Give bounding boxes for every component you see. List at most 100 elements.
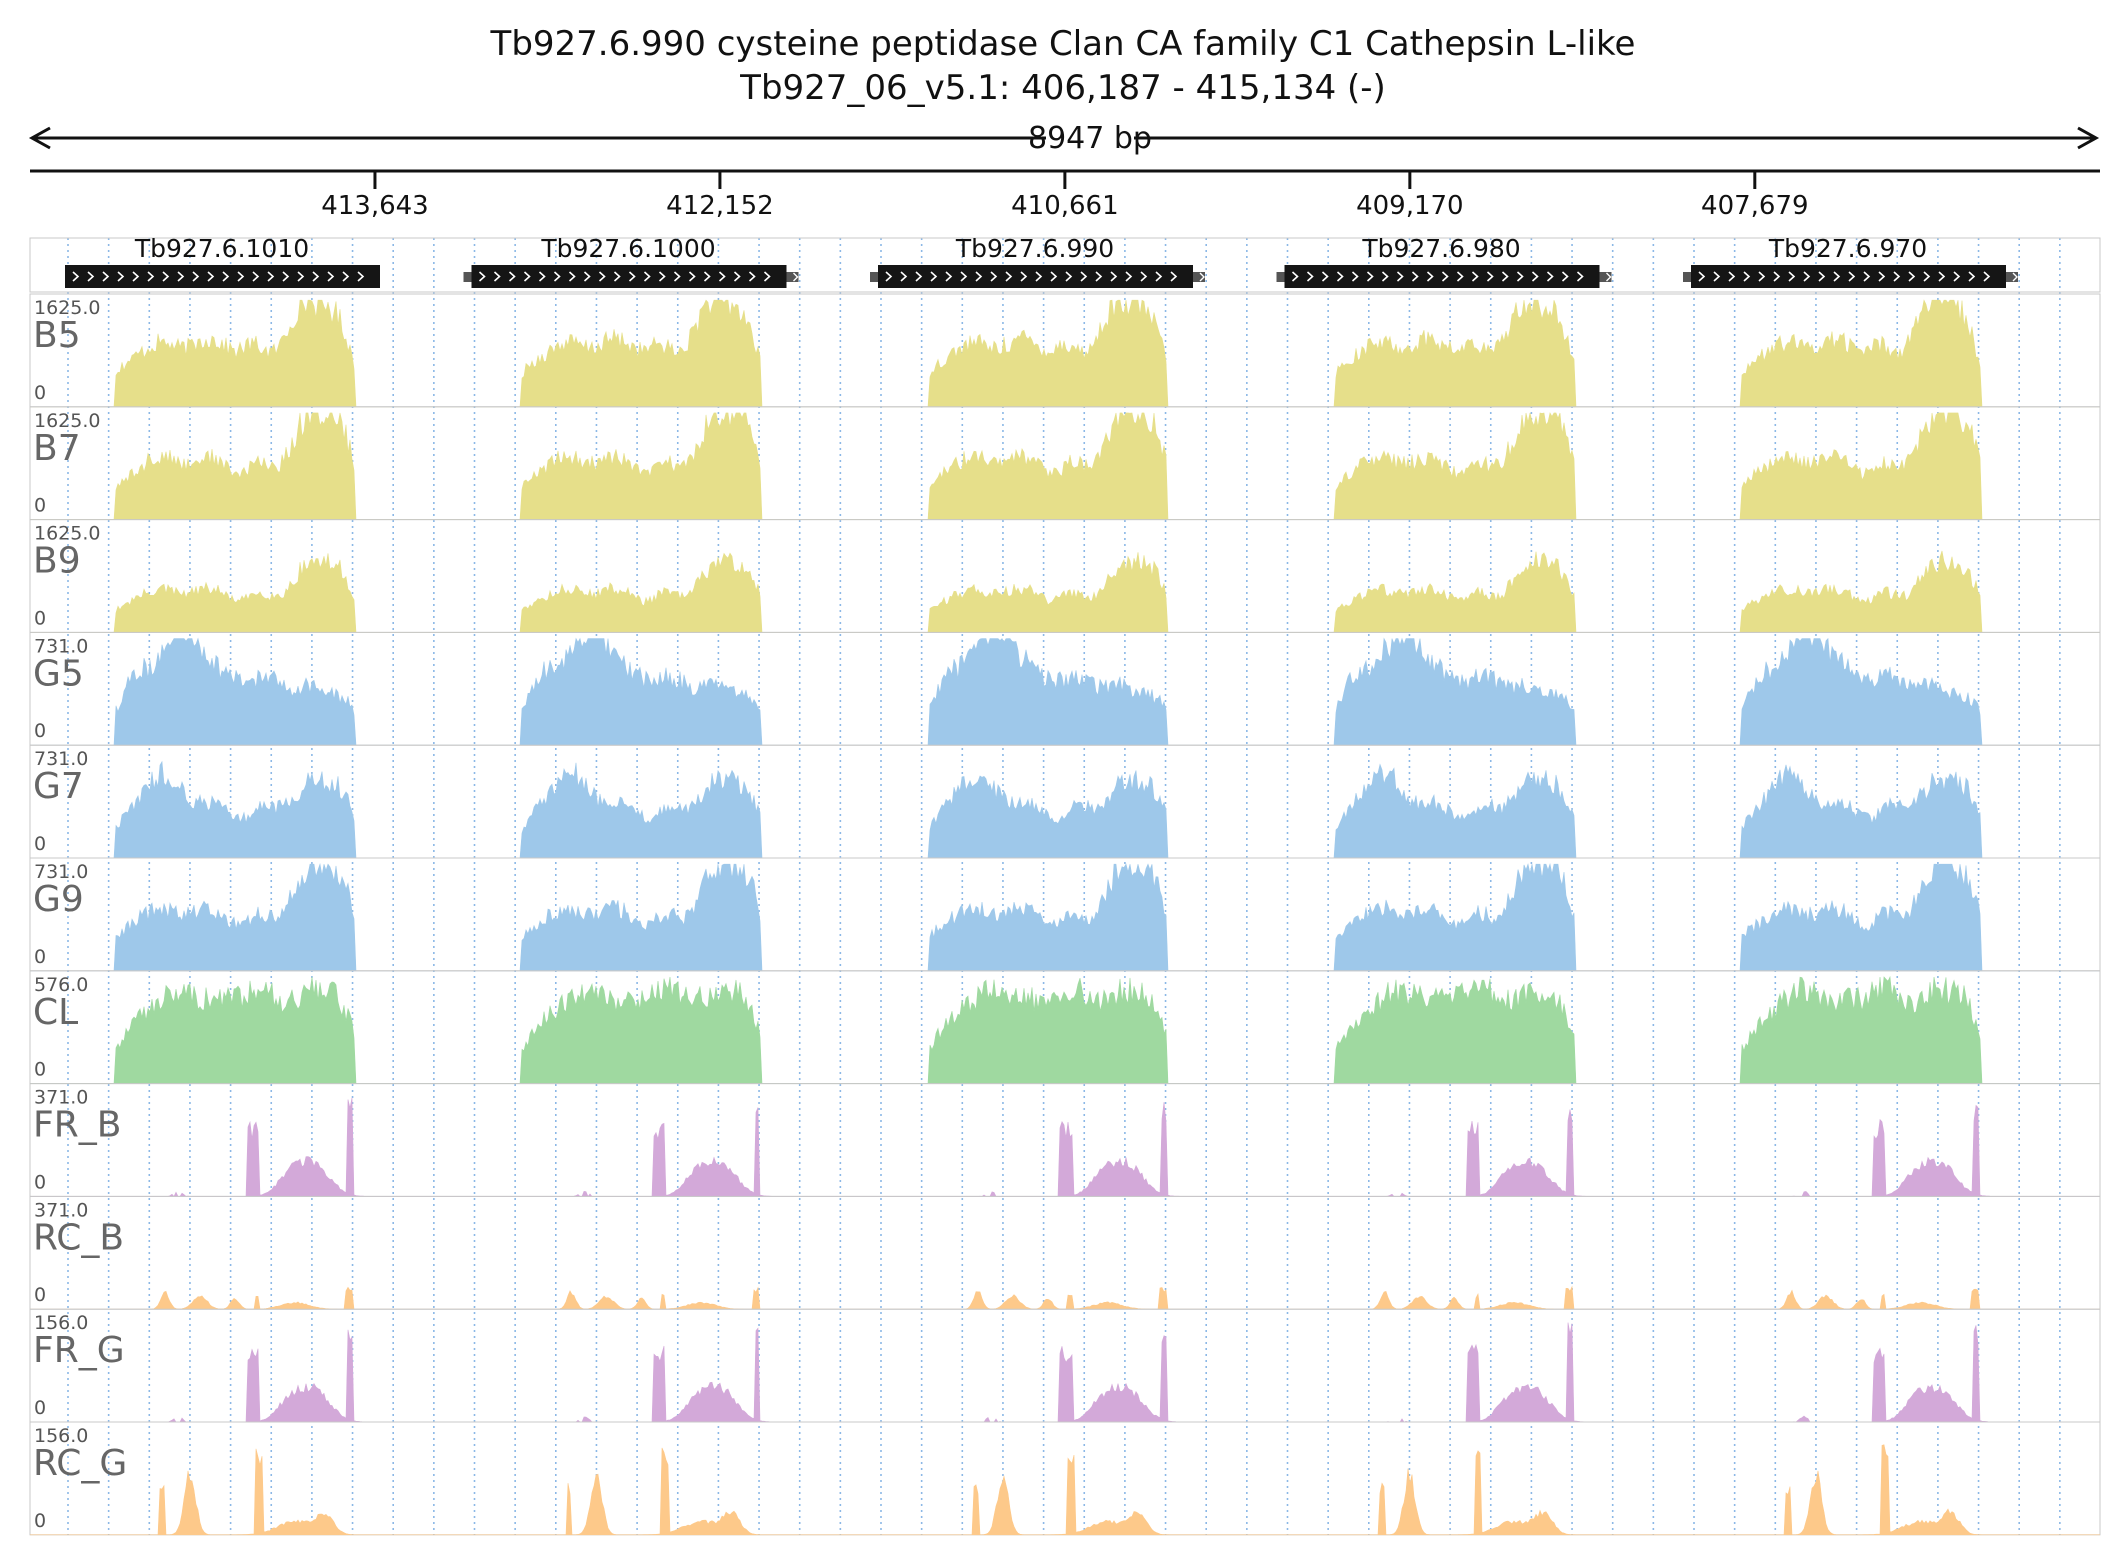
gene-label: Tb927.6.980 bbox=[1361, 234, 1520, 263]
strand-arrow bbox=[1396, 271, 1404, 282]
strand-arrow bbox=[1336, 271, 1344, 282]
strand-arrow bbox=[1155, 271, 1163, 282]
chart-title-line1: Tb927.6.990 cysteine peptidase Clan CA f… bbox=[490, 24, 1636, 64]
coverage-area bbox=[30, 1444, 2100, 1536]
strand-arrow bbox=[1125, 271, 1133, 282]
coverage-area bbox=[30, 760, 2100, 859]
track-max: 731.0 bbox=[34, 635, 88, 657]
strand-arrow bbox=[975, 271, 983, 282]
strand-arrow bbox=[1743, 271, 1751, 282]
strand-arrow bbox=[643, 271, 651, 282]
strand-arrow bbox=[1561, 271, 1569, 282]
strand-arrow bbox=[1366, 271, 1374, 282]
cds-box bbox=[878, 265, 1193, 288]
strand-arrow bbox=[508, 271, 516, 282]
strand-arrow bbox=[1908, 271, 1916, 282]
strand-arrow bbox=[1576, 271, 1584, 282]
chart-title: Tb927.6.990 cysteine peptidase Clan CA f… bbox=[0, 22, 2126, 110]
chart-title-line2: Tb927_06_v5.1: 406,187 - 415,134 (-) bbox=[740, 68, 1386, 108]
strand-arrow bbox=[1441, 271, 1449, 282]
strand-arrow bbox=[613, 271, 621, 282]
strand-arrow bbox=[1210, 272, 1216, 282]
track-B5: 1625.0B5 0 bbox=[29, 293, 2101, 408]
gene-label: Tb927.6.1010 bbox=[134, 234, 309, 263]
strand-arrow bbox=[237, 271, 245, 282]
strand-arrow bbox=[915, 271, 923, 282]
strand-arrow bbox=[132, 271, 140, 282]
gene-Tb927.6.970[interactable]: Tb927.6.970 bbox=[1683, 234, 2040, 288]
gridlines bbox=[67, 238, 2061, 1535]
strand-arrow bbox=[538, 271, 546, 282]
strand-arrow bbox=[804, 272, 810, 282]
gene-Tb927.6.1010[interactable]: Tb927.6.1010 bbox=[65, 234, 380, 288]
cds-box bbox=[471, 265, 787, 288]
track-min: 0 bbox=[34, 1397, 46, 1419]
strand-arrow bbox=[1848, 271, 1856, 282]
strand-arrow bbox=[1923, 271, 1931, 282]
track-B7: 1625.0B7 0 bbox=[29, 406, 2101, 521]
strand-arrow bbox=[1501, 271, 1509, 282]
strand-arrow bbox=[703, 271, 711, 282]
gene-label: Tb927.6.970 bbox=[1768, 234, 1927, 263]
track-min: 0 bbox=[34, 1059, 46, 1081]
strand-arrow bbox=[1698, 271, 1706, 282]
gene-Tb927.6.980[interactable]: Tb927.6.980 bbox=[1276, 234, 1634, 288]
strand-arrow bbox=[598, 271, 606, 282]
strand-arrow bbox=[1050, 271, 1058, 282]
gene-Tb927.6.1000[interactable]: Tb927.6.1000 bbox=[463, 234, 821, 288]
x-tick-label: 412,152 bbox=[666, 191, 774, 221]
strand-arrow bbox=[1080, 271, 1088, 282]
scale-bar: 8947 bp bbox=[28, 121, 2100, 156]
strand-arrow bbox=[748, 271, 756, 282]
track-max: 731.0 bbox=[34, 861, 88, 883]
track-min: 0 bbox=[34, 946, 46, 968]
coverage-area bbox=[30, 1322, 2100, 1423]
track-max: 1625.0 bbox=[34, 523, 100, 545]
gene-track-frame bbox=[29, 237, 2101, 293]
strand-arrow bbox=[990, 271, 998, 282]
strand-arrow bbox=[1199, 272, 1205, 282]
strand-arrow bbox=[207, 271, 215, 282]
strand-arrow bbox=[1833, 271, 1841, 282]
strand-arrow bbox=[688, 271, 696, 282]
strand-arrow bbox=[252, 271, 260, 282]
track-min: 0 bbox=[34, 833, 46, 855]
track-G7: 731.0G7 0 bbox=[29, 744, 2101, 859]
strand-arrow bbox=[342, 271, 350, 282]
track-CL: 576.0CL 0 bbox=[29, 970, 2101, 1085]
track-min: 0 bbox=[34, 1510, 46, 1532]
track-name: CL bbox=[33, 992, 78, 1033]
strand-arrow bbox=[2034, 272, 2040, 282]
strand-arrow bbox=[1803, 271, 1811, 282]
strand-arrow bbox=[1020, 271, 1028, 282]
strand-arrow bbox=[1938, 271, 1946, 282]
strand-arrow bbox=[1968, 271, 1976, 282]
coverage-area bbox=[30, 1097, 2100, 1197]
coordinate-axis: 413,643 412,152 410,661 409,170 407,679 bbox=[30, 169, 2100, 221]
track-max: 371.0 bbox=[34, 1087, 88, 1109]
strand-arrow bbox=[1456, 271, 1464, 282]
strand-arrow bbox=[1321, 271, 1329, 282]
strand-arrow bbox=[1035, 271, 1043, 282]
strand-arrow bbox=[718, 271, 726, 282]
track-FR_B: 371.0FR_B 0 bbox=[29, 1083, 2101, 1197]
strand-arrow bbox=[553, 271, 561, 282]
gene-Tb927.6.990[interactable]: Tb927.6.990 bbox=[870, 234, 1227, 288]
strand-arrow bbox=[222, 271, 230, 282]
strand-arrow bbox=[147, 271, 155, 282]
track-min: 0 bbox=[34, 720, 46, 742]
strand-arrow bbox=[1606, 272, 1612, 282]
strand-arrow bbox=[583, 271, 591, 282]
track-max: 1625.0 bbox=[34, 410, 100, 432]
strand-arrow bbox=[162, 271, 170, 282]
coverage-tracks: 1625.0B501625.0B701625.0B90731.0G50731.0… bbox=[29, 293, 2101, 1536]
strand-arrow bbox=[1005, 271, 1013, 282]
strand-arrow bbox=[1486, 271, 1494, 282]
strand-arrow bbox=[297, 271, 305, 282]
track-max: 156.0 bbox=[34, 1425, 88, 1447]
strand-arrow bbox=[628, 271, 636, 282]
track-min: 0 bbox=[34, 495, 46, 517]
strand-arrow bbox=[177, 271, 185, 282]
track-name: B7 bbox=[33, 428, 81, 469]
strand-arrow bbox=[1878, 271, 1886, 282]
